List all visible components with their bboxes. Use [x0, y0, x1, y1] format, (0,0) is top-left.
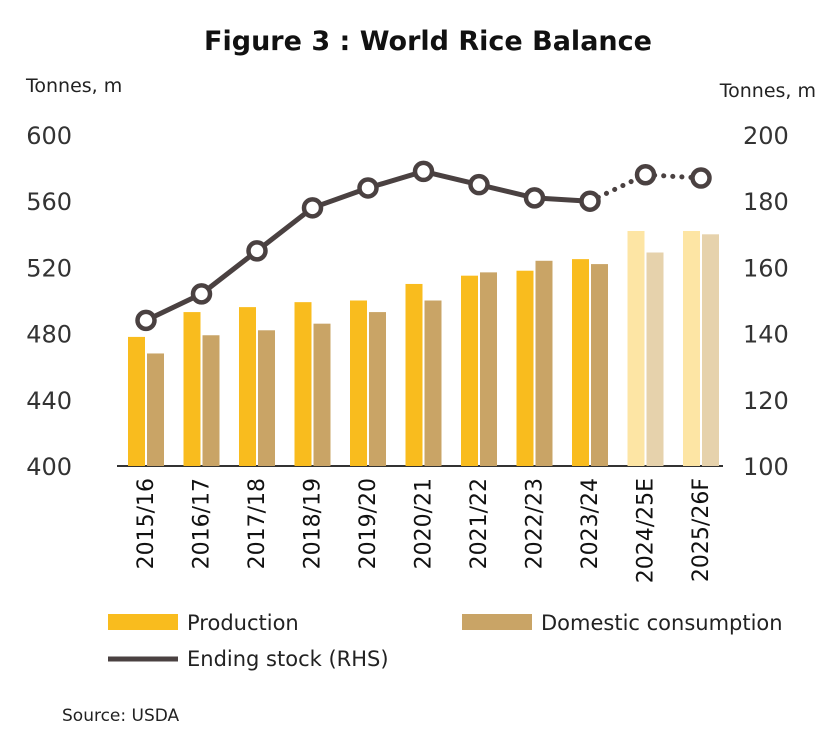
- left-axis-ticks: 600 560 520 480 440 400: [26, 122, 72, 481]
- production-bar: [516, 270, 534, 466]
- ending-stock-segment: [199, 248, 260, 297]
- category-labels: 2015/16 2016/17 2017/18 2018/19 2019/20 2020/…: [134, 478, 714, 583]
- legend-label-production: Production: [187, 611, 299, 635]
- consumption-bar: [535, 260, 553, 466]
- right-tick-label: 120: [743, 387, 789, 415]
- left-tick-label: 600: [26, 122, 72, 150]
- consumption-bar: [369, 312, 386, 466]
- category-label: 2022/23: [523, 478, 548, 569]
- category-label: 2018/19: [301, 478, 326, 569]
- ending-stock-point: [357, 177, 379, 199]
- consumption-bar: [702, 234, 719, 466]
- consumption-bar: [424, 300, 442, 466]
- chart-title: Figure 3 : World Rice Balance: [204, 26, 652, 57]
- category-label: 2021/22: [467, 478, 492, 569]
- ending-stock-point: [634, 163, 657, 186]
- right-tick-label: 100: [743, 453, 789, 481]
- bar-series: [128, 230, 719, 466]
- production-bar: [627, 230, 645, 466]
- left-axis-unit: Tonnes, m: [25, 75, 122, 97]
- consumption-bar: [313, 323, 331, 466]
- consumption-bar: [480, 272, 497, 466]
- production-bar: [572, 259, 589, 466]
- ending-stock-point: [190, 283, 213, 305]
- source-note: Source: USDA: [62, 706, 180, 726]
- production-bar: [405, 283, 423, 466]
- ending-stock-point: [579, 190, 601, 212]
- right-tick-label: 180: [743, 188, 789, 216]
- ending-stock-point: [246, 240, 268, 262]
- consumption-bar: [646, 252, 664, 466]
- category-label: 2015/16: [134, 478, 159, 569]
- line-series: [135, 160, 712, 332]
- legend-swatch-domestic-consumption: [462, 614, 532, 630]
- ending-stock-segment: [254, 205, 315, 254]
- consumption-bar: [591, 264, 608, 466]
- production-bar: [350, 300, 367, 466]
- right-tick-label: 200: [743, 122, 789, 150]
- production-bar: [683, 230, 700, 466]
- ending-stock-point: [690, 167, 712, 189]
- production-bar: [294, 302, 312, 466]
- right-tick-label: 160: [743, 254, 789, 282]
- category-label: 2019/20: [356, 478, 381, 569]
- category-label: 2024/25E: [634, 478, 659, 583]
- left-tick-label: 560: [26, 188, 72, 216]
- production-bar: [461, 275, 478, 466]
- legend-label-ending-stock: Ending stock (RHS): [187, 647, 389, 671]
- category-label: 2025/26F: [689, 478, 714, 582]
- consumption-bar: [202, 335, 220, 466]
- legend-swatch-production: [108, 614, 178, 630]
- consumption-bar: [147, 353, 164, 466]
- consumption-bar: [258, 330, 275, 466]
- category-label: 2017/18: [245, 478, 270, 569]
- ending-stock-point: [468, 173, 490, 196]
- left-tick-label: 480: [26, 321, 72, 349]
- category-label: 2016/17: [190, 478, 215, 569]
- production-bar: [239, 307, 256, 466]
- ending-stock-point: [523, 187, 546, 209]
- left-tick-label: 440: [26, 387, 72, 415]
- ending-stock-point: [301, 197, 324, 219]
- legend-label-domestic-consumption: Domestic consumption: [541, 611, 783, 635]
- legend: Production Domestic consumption Ending s…: [108, 611, 783, 671]
- category-label: 2023/24: [578, 478, 603, 569]
- production-bar: [183, 312, 201, 466]
- category-label: 2020/21: [412, 478, 437, 569]
- production-bar: [128, 336, 145, 466]
- left-tick-label: 400: [26, 453, 72, 481]
- left-tick-label: 520: [26, 254, 72, 282]
- ending-stock-point: [412, 160, 435, 183]
- right-axis-ticks: 200 180 160 140 120 100: [743, 122, 789, 481]
- ending-stock-point: [135, 309, 157, 332]
- right-axis-unit: Tonnes, m: [719, 80, 816, 102]
- right-tick-label: 140: [743, 321, 789, 349]
